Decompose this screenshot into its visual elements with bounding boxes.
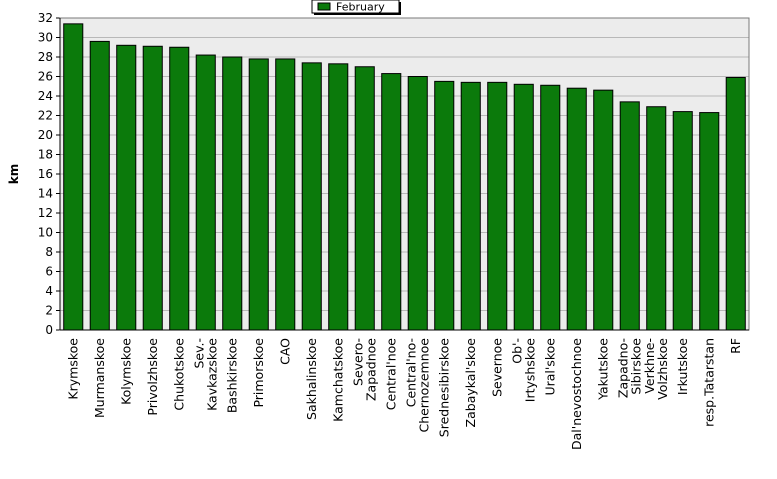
x-tick-label: Krymskoe bbox=[65, 338, 80, 400]
bar bbox=[116, 44, 137, 331]
bar bbox=[354, 66, 375, 331]
x-tick-label: CAO bbox=[277, 338, 292, 365]
y-tick-label: 12 bbox=[38, 206, 53, 220]
legend-swatch bbox=[317, 2, 331, 11]
bar bbox=[301, 62, 322, 331]
x-tick-label: Zapadno-Sibirskoe bbox=[615, 338, 643, 398]
bar bbox=[169, 46, 190, 331]
x-tick-label: Chukotskoe bbox=[171, 338, 186, 411]
y-tick-label: 28 bbox=[38, 50, 53, 64]
bar bbox=[142, 45, 163, 331]
bar bbox=[89, 40, 110, 331]
bar bbox=[540, 84, 561, 331]
x-tick-label: Severo-Zapadnoe bbox=[350, 338, 378, 401]
bar bbox=[699, 112, 720, 331]
x-tick-label: Kamchatskoe bbox=[330, 338, 345, 422]
bar bbox=[222, 56, 243, 331]
legend: February bbox=[311, 0, 401, 15]
y-tick-label: 20 bbox=[38, 128, 53, 142]
y-tick-label: 30 bbox=[38, 31, 53, 45]
y-tick-label: 0 bbox=[45, 323, 53, 337]
bar bbox=[407, 76, 428, 331]
y-tick-label: 24 bbox=[38, 89, 53, 103]
x-tick-label: Ob'-Irtyshskoe bbox=[509, 338, 537, 403]
y-tick-label: 18 bbox=[38, 148, 53, 162]
bar bbox=[248, 58, 269, 331]
y-tick-label: 10 bbox=[38, 226, 53, 240]
bar bbox=[328, 63, 349, 331]
x-tick-label: RF bbox=[728, 338, 743, 354]
bar bbox=[275, 58, 296, 331]
x-tick-label: Zabaykal'skoe bbox=[463, 338, 478, 428]
bar bbox=[434, 80, 455, 331]
bar bbox=[381, 73, 402, 331]
bar bbox=[619, 101, 640, 331]
bar bbox=[646, 106, 667, 331]
x-tick-label: Murmanskoe bbox=[92, 338, 107, 418]
x-tick-label: Verkhne-Volzhskoe bbox=[642, 338, 670, 400]
bar bbox=[672, 111, 693, 331]
axes bbox=[59, 17, 750, 331]
x-tick-label: Severnoe bbox=[489, 338, 504, 397]
y-tick-label: 22 bbox=[38, 109, 53, 123]
y-tick-label: 8 bbox=[45, 245, 53, 259]
y-tick-label: 16 bbox=[38, 167, 53, 181]
y-tick-label: 2 bbox=[45, 304, 53, 318]
x-tick-label: Kolymskoe bbox=[118, 338, 133, 405]
y-tick-label: 4 bbox=[45, 284, 53, 298]
bar bbox=[195, 54, 216, 331]
x-tick-label: Primorskoe bbox=[251, 338, 266, 408]
bar bbox=[487, 81, 508, 331]
y-axis-label: km bbox=[7, 164, 21, 184]
x-tick-label: Irkutskoe bbox=[675, 338, 690, 395]
x-tick-label: Ural'skoe bbox=[542, 338, 557, 396]
bars bbox=[63, 23, 746, 331]
legend-entry-february: February bbox=[336, 1, 385, 14]
bar bbox=[513, 83, 534, 331]
x-tick-label: Privolzhskoe bbox=[145, 338, 160, 416]
x-tick-label: Sakhalinskoe bbox=[304, 338, 319, 420]
y-tick-label: 32 bbox=[38, 11, 53, 25]
legend-box bbox=[311, 0, 400, 14]
bar bbox=[460, 81, 481, 331]
x-tick-label: Dal'nevostochnoe bbox=[569, 338, 584, 450]
x-tick-label: Bashkirskoe bbox=[224, 338, 239, 413]
x-tick-label: Yakutskoe bbox=[595, 338, 610, 401]
y-tick-label: 14 bbox=[38, 187, 53, 201]
y-tick-label: 26 bbox=[38, 70, 53, 84]
bar bbox=[725, 76, 746, 331]
bar bbox=[593, 89, 614, 331]
x-tick-labels: Krymskoe Murmanskoe Kolymskoe Privolzhskoe C… bbox=[65, 338, 743, 450]
bar bbox=[63, 23, 84, 331]
x-tick-label: resp.Tatarstan bbox=[701, 338, 716, 427]
x-tick-label: Sev.-Kavkazskoe bbox=[191, 338, 219, 411]
x-tick-label: Srednesibirskoe bbox=[436, 338, 451, 438]
y-tick-label: 6 bbox=[45, 265, 53, 279]
x-tick-label: Central'no-Chernozemnoe bbox=[403, 338, 431, 433]
bar bbox=[566, 87, 587, 331]
x-tick-label: Central'noe bbox=[383, 338, 398, 411]
